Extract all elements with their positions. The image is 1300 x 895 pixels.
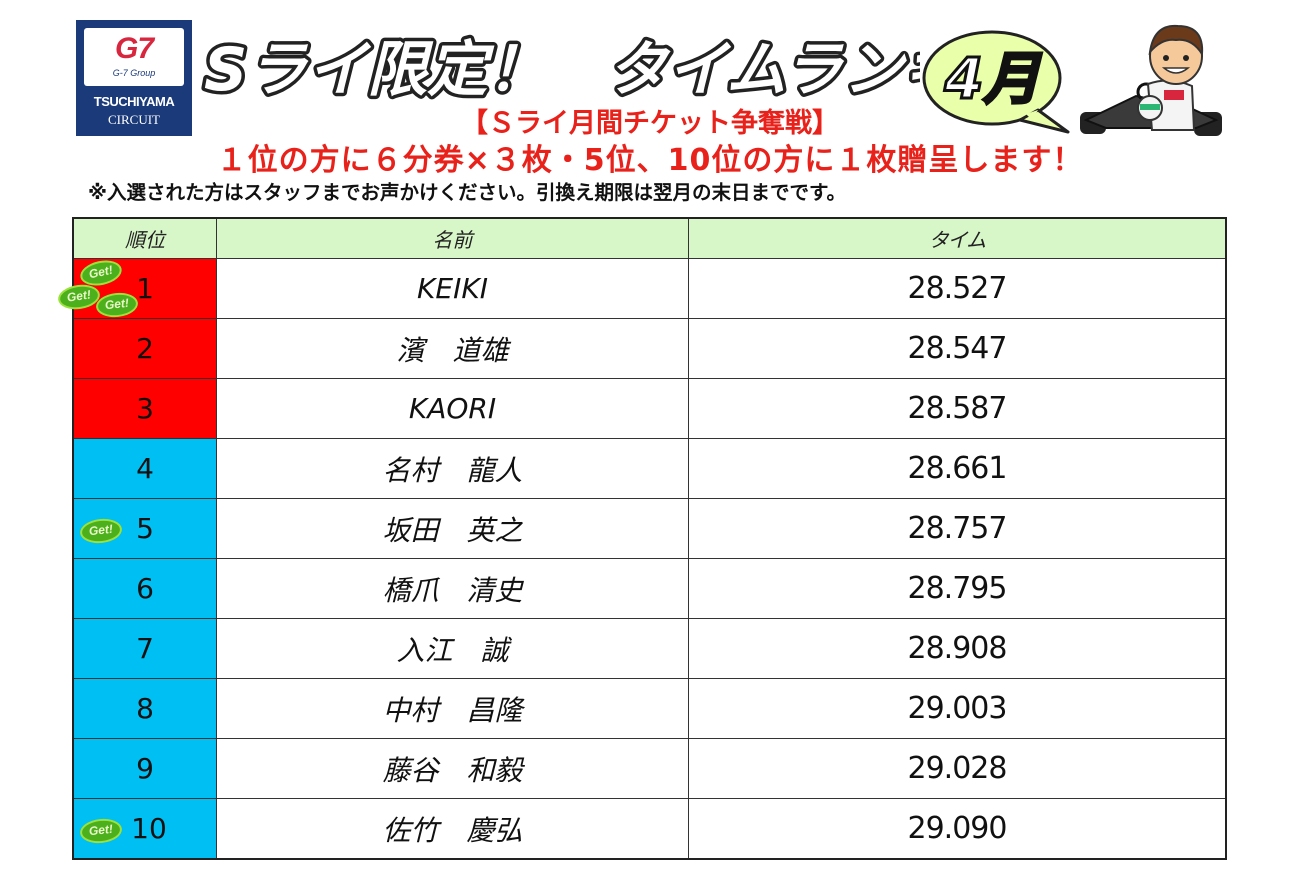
rank-number: 1 [136, 272, 154, 305]
rank-cell: 8 [72, 678, 217, 739]
table-row: 2 濱 道雄 28.547 [72, 318, 1227, 379]
page-title-outline: Sライ限定！ タイムランキング [204, 35, 920, 105]
time-cell: 29.028 [688, 738, 1227, 799]
page-title-text: Sライ限定！ タイムランキング [204, 35, 920, 105]
rank-cell: Get! 5 [72, 498, 217, 559]
get-badge: Get! [80, 259, 122, 287]
name-cell: 中村 昌隆 [216, 678, 689, 739]
prize-description: １位の方に６分券×３枚・5位、10位の方に１枚贈呈します！ [216, 143, 1084, 178]
time-cell: 29.003 [688, 678, 1227, 739]
name-cell: 藤谷 和毅 [216, 738, 689, 799]
page-title: Sライ限定！ タイムランキング Sライ限定！ タイムランキング [201, 32, 921, 109]
name-cell: 名村 龍人 [216, 438, 689, 499]
name-cell: 入江 誠 [216, 618, 689, 679]
mascot-kart-illustration [1080, 24, 1222, 136]
time-cell: 28.757 [688, 498, 1227, 559]
month-bubble: 4月 [922, 30, 1070, 134]
ranking-table: 順位 名前 タイム Get! Get! Get! 1 KEIKI 28.527 … [58, 217, 1227, 860]
table-row: 8 中村 昌隆 29.003 [72, 678, 1227, 739]
header-rank: 順位 [72, 217, 217, 259]
table-header-row: 順位 名前 タイム [72, 217, 1227, 259]
bubble-shape [922, 30, 1062, 126]
time-cell: 29.090 [688, 798, 1227, 860]
table-row: 3 KAORI 28.587 [72, 378, 1227, 439]
header-time: タイム [688, 217, 1227, 259]
rank-number: 5 [136, 512, 154, 545]
name-cell: 濱 道雄 [216, 318, 689, 379]
get-badge: Get! [97, 293, 137, 317]
rank-number: 10 [131, 812, 167, 845]
g7-logo-badge: G7 G-7 Group [84, 28, 184, 86]
name-cell: KEIKI [216, 258, 689, 319]
table-row: Get! 5 坂田 英之 28.757 [72, 498, 1227, 559]
campaign-subtitle: 【Ｓライ月間チケット争奪戦】 [461, 108, 839, 139]
claim-note: ※入選された方はスタッフまでお声かけください。引換え期限は翌月の末日までです。 [88, 181, 847, 204]
rank-cell: 2 [72, 318, 217, 379]
table-row: 6 橋爪 清史 28.795 [72, 558, 1227, 619]
name-cell: 坂田 英之 [216, 498, 689, 559]
logo-group: G-7 Group [112, 68, 156, 78]
tsuchiyama-circuit-logo: G7 G-7 Group TSUCHIYAMA CIRCUIT [76, 20, 192, 136]
name-cell: 橋爪 清史 [216, 558, 689, 619]
name-cell: KAORI [216, 378, 689, 439]
time-cell: 28.547 [688, 318, 1227, 379]
rank-cell: Get! Get! Get! 1 [58, 258, 217, 319]
get-badge: Get! [81, 519, 121, 543]
header-name: 名前 [216, 217, 689, 259]
bubble-tail-join [1026, 110, 1038, 120]
logo-line1: TSUCHIYAMA [93, 94, 175, 109]
get-badge: Get! [81, 819, 121, 843]
table-row: 9 藤谷 和毅 29.028 [72, 738, 1227, 799]
get-badge: Get! [58, 284, 100, 310]
logo-brand: G7 [114, 32, 154, 65]
name-cell: 佐竹 慶弘 [216, 798, 689, 860]
rank-cell: 9 [72, 738, 217, 799]
logo-line2: CIRCUIT [108, 112, 160, 127]
rank-cell: Get! 10 [72, 798, 217, 860]
time-cell: 28.908 [688, 618, 1227, 679]
rank-cell: 7 [72, 618, 217, 679]
table-row: 7 入江 誠 28.908 [72, 618, 1227, 679]
table-row: Get! 10 佐竹 慶弘 29.090 [72, 798, 1227, 860]
time-cell: 28.587 [688, 378, 1227, 439]
table-row: 4 名村 龍人 28.661 [72, 438, 1227, 499]
month-label: 4月 [944, 47, 1043, 112]
rank-cell: 4 [72, 438, 217, 499]
time-cell: 28.795 [688, 558, 1227, 619]
table-row: Get! Get! Get! 1 KEIKI 28.527 [58, 258, 1227, 319]
rank-cell: 3 [72, 378, 217, 439]
rank-cell: 6 [72, 558, 217, 619]
time-cell: 28.527 [688, 258, 1227, 319]
time-cell: 28.661 [688, 438, 1227, 499]
